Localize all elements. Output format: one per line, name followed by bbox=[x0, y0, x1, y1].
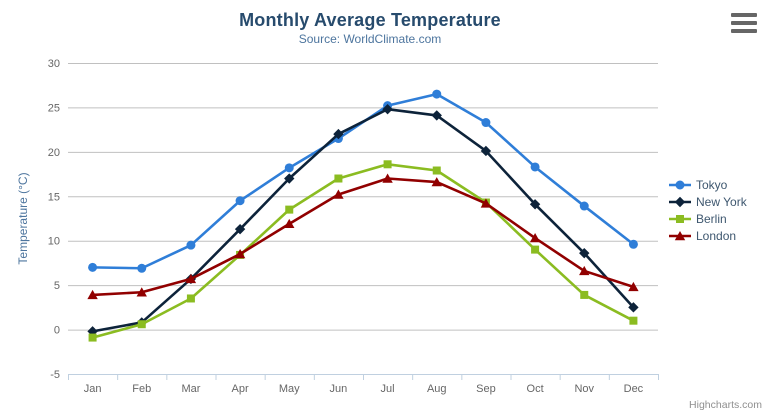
chart-subtitle: Source: WorldClimate.com bbox=[298, 32, 442, 46]
data-point-london[interactable] bbox=[87, 289, 98, 300]
data-point-london[interactable] bbox=[628, 281, 639, 292]
legend-item-tokyo[interactable]: Tokyo bbox=[669, 176, 747, 193]
legend-marker-new-york[interactable] bbox=[674, 196, 686, 207]
data-point-new-york[interactable] bbox=[579, 247, 590, 259]
data-point-berlin[interactable] bbox=[580, 290, 589, 299]
data-point-london[interactable] bbox=[431, 177, 442, 187]
legend-marker-berlin[interactable] bbox=[676, 214, 684, 223]
x-axis-label: Aug bbox=[427, 383, 447, 395]
data-point-tokyo[interactable] bbox=[530, 162, 540, 172]
data-point-tokyo[interactable] bbox=[137, 263, 147, 273]
credits-link[interactable]: Highcharts.com bbox=[689, 399, 762, 411]
chart-context-menu-button[interactable] bbox=[731, 13, 759, 33]
data-point-london[interactable] bbox=[136, 287, 147, 297]
series-tokyo bbox=[88, 89, 638, 273]
data-point-berlin[interactable] bbox=[629, 316, 638, 325]
series-new-york bbox=[87, 104, 639, 337]
square-marker-icon bbox=[669, 214, 691, 223]
x-axis-label: Oct bbox=[527, 383, 544, 395]
data-point-tokyo[interactable] bbox=[88, 262, 98, 272]
y-axis-title: Temperature (°C) bbox=[16, 172, 30, 264]
x-axis-label: Jun bbox=[330, 383, 348, 395]
legend-marker-tokyo[interactable] bbox=[675, 180, 685, 189]
legend-marker-london[interactable] bbox=[674, 230, 686, 240]
data-point-berlin[interactable] bbox=[285, 205, 294, 214]
diamond-marker-icon bbox=[669, 196, 691, 207]
y-axis-label: 5 bbox=[54, 280, 60, 292]
data-point-berlin[interactable] bbox=[186, 294, 195, 303]
x-axis-label: Feb bbox=[132, 383, 151, 395]
data-point-london[interactable] bbox=[529, 233, 541, 243]
x-axis-label: May bbox=[279, 383, 300, 395]
y-axis-label: 0 bbox=[54, 325, 60, 337]
series-london bbox=[87, 173, 639, 300]
hamburger-menu-icon bbox=[731, 21, 757, 25]
legend-item-new-york[interactable]: New York bbox=[669, 193, 747, 210]
data-point-new-york[interactable] bbox=[284, 173, 295, 184]
data-point-london[interactable] bbox=[185, 273, 197, 284]
data-point-new-york[interactable] bbox=[234, 223, 246, 235]
data-point-london[interactable] bbox=[284, 218, 295, 229]
x-axis-label: Mar bbox=[181, 383, 200, 395]
data-point-tokyo[interactable] bbox=[628, 239, 638, 249]
data-point-tokyo[interactable] bbox=[432, 89, 442, 99]
legend-label: Berlin bbox=[696, 211, 727, 226]
data-point-london[interactable] bbox=[579, 265, 590, 276]
legend: Tokyo New York Berlin London bbox=[669, 176, 747, 244]
data-point-tokyo[interactable] bbox=[186, 240, 196, 250]
data-point-london[interactable] bbox=[333, 189, 344, 199]
y-axis-label: -5 bbox=[50, 369, 60, 381]
data-point-tokyo[interactable] bbox=[235, 196, 245, 206]
data-point-tokyo[interactable] bbox=[579, 201, 589, 211]
data-point-new-york[interactable] bbox=[333, 128, 344, 140]
x-axis-label: Jul bbox=[381, 383, 395, 395]
x-axis-label: Jan bbox=[84, 383, 102, 395]
triangle-marker-icon bbox=[669, 230, 691, 240]
legend-label: New York bbox=[696, 194, 747, 209]
x-axis-label: Apr bbox=[232, 383, 249, 395]
hamburger-menu-icon bbox=[731, 29, 757, 33]
y-axis-label: 15 bbox=[48, 191, 60, 203]
data-point-berlin[interactable] bbox=[334, 174, 343, 183]
y-axis-label: 25 bbox=[48, 102, 60, 114]
chart-title: Monthly Average Temperature bbox=[239, 10, 501, 30]
legend-item-london[interactable]: London bbox=[669, 227, 747, 244]
data-point-tokyo[interactable] bbox=[481, 118, 491, 128]
data-point-tokyo[interactable] bbox=[284, 163, 294, 173]
data-point-new-york[interactable] bbox=[431, 110, 442, 121]
circle-marker-icon bbox=[669, 180, 691, 189]
data-point-london[interactable] bbox=[382, 173, 393, 183]
data-point-berlin[interactable] bbox=[383, 160, 392, 169]
data-point-berlin[interactable] bbox=[137, 320, 146, 329]
y-axis-label: 30 bbox=[48, 58, 60, 70]
y-axis-label: 20 bbox=[48, 147, 60, 159]
data-point-new-york[interactable] bbox=[480, 145, 492, 157]
x-axis-label: Nov bbox=[574, 383, 594, 395]
data-point-new-york[interactable] bbox=[529, 199, 541, 210]
data-point-london[interactable] bbox=[234, 249, 246, 259]
x-axis-label: Dec bbox=[624, 383, 644, 395]
hamburger-menu-icon bbox=[731, 13, 757, 17]
data-point-new-york[interactable] bbox=[628, 302, 639, 313]
series-line-new-york[interactable] bbox=[91, 107, 635, 333]
data-point-new-york[interactable] bbox=[382, 104, 393, 115]
legend-label: London bbox=[696, 228, 737, 243]
data-point-berlin[interactable] bbox=[531, 245, 540, 254]
data-point-london[interactable] bbox=[480, 198, 492, 208]
y-axis-label: 10 bbox=[48, 236, 60, 248]
data-point-berlin[interactable] bbox=[88, 333, 97, 342]
x-axis-label: Sep bbox=[476, 383, 496, 395]
legend-label: Tokyo bbox=[696, 177, 728, 192]
data-point-berlin[interactable] bbox=[432, 166, 441, 175]
series-line-london[interactable] bbox=[91, 177, 635, 297]
series-line-berlin[interactable] bbox=[91, 162, 635, 339]
legend-item-berlin[interactable]: Berlin bbox=[669, 210, 747, 227]
